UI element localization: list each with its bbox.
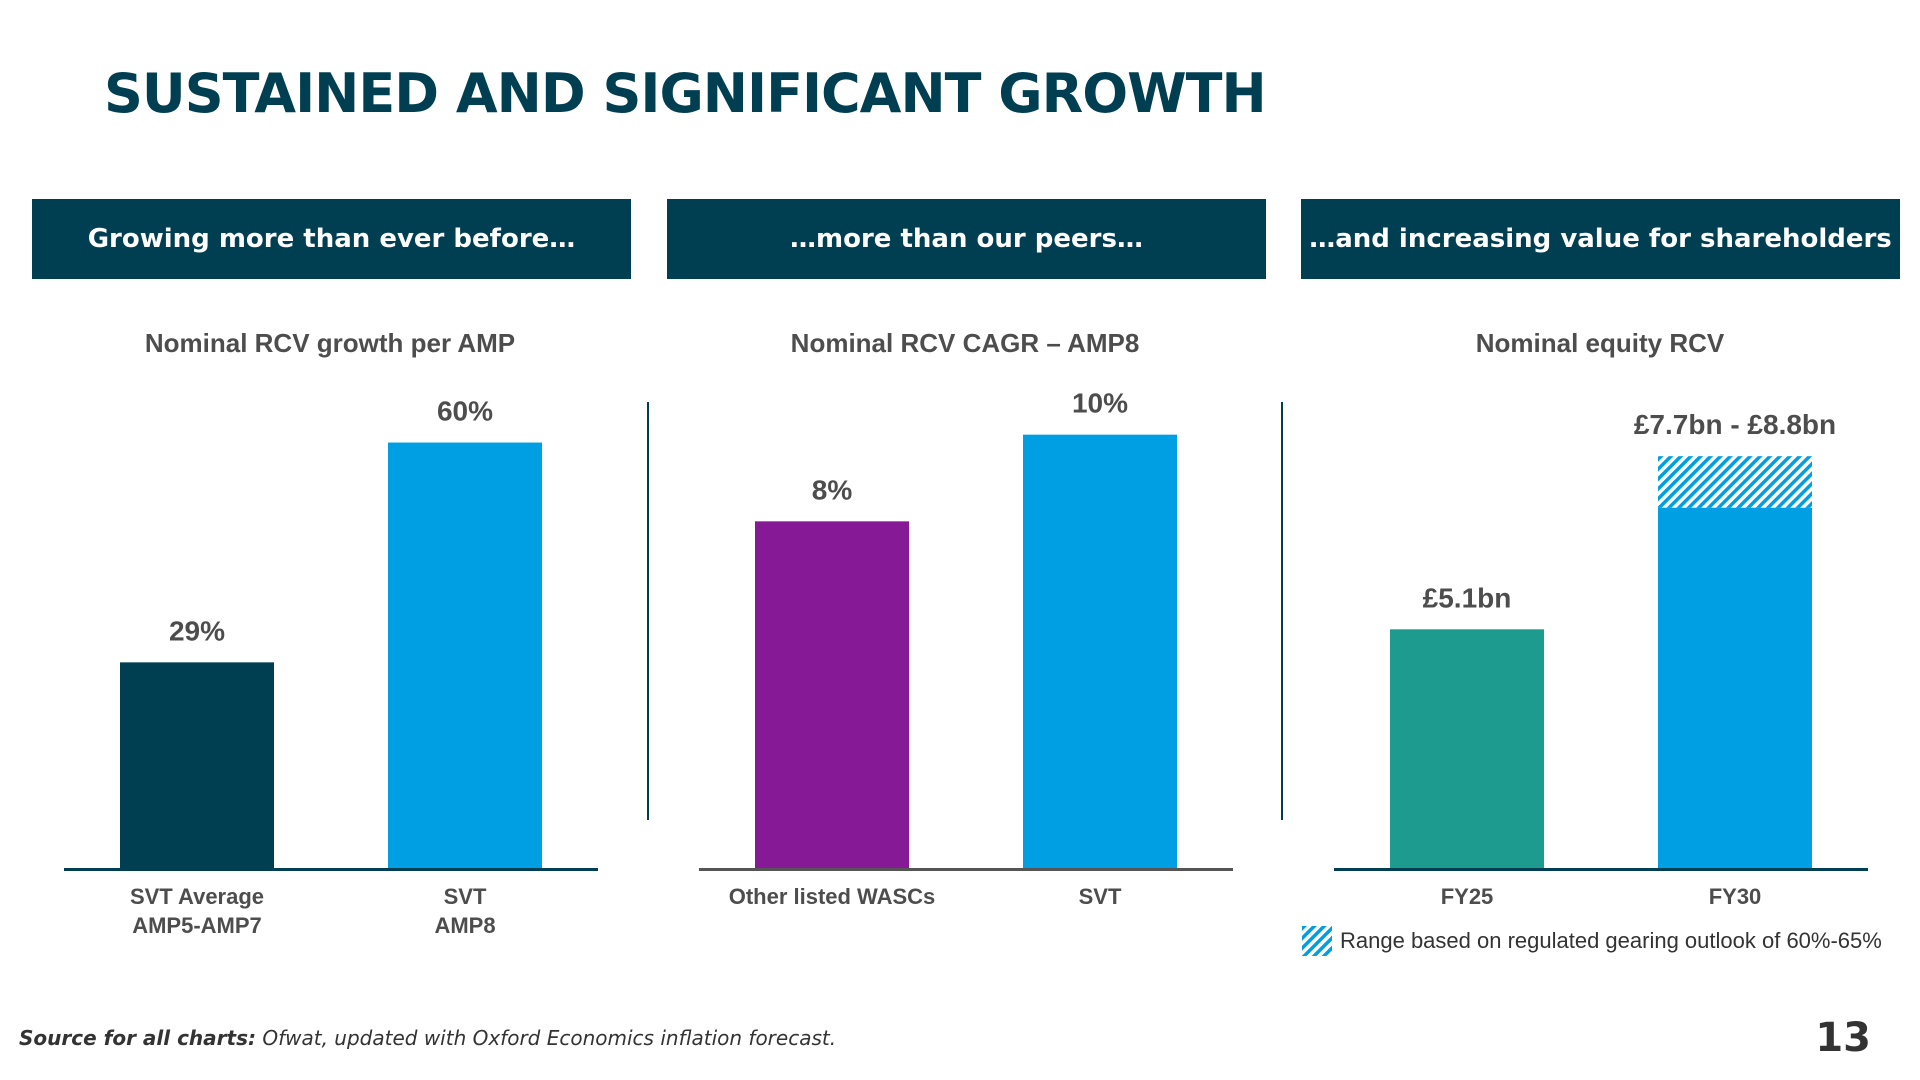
chart-panel-equity-rcv: Nominal equity RCV £5.1bn FY25 £7.7bn - £8… xyxy=(1290,320,1910,960)
category-label-1-line-0: FY30 xyxy=(1709,884,1762,909)
bar-1 xyxy=(1658,507,1812,868)
category-label-1-line-0: SVT xyxy=(444,884,487,909)
bar-0 xyxy=(120,662,274,868)
chart-panel-rcv-growth: Nominal RCV growth per AMP 29% SVT Averag… xyxy=(20,320,640,960)
banner-shareholders: …and increasing value for shareholders xyxy=(1301,199,1900,279)
category-label-0: SVT Average AMP5-AMP7 xyxy=(130,884,264,938)
bar-0 xyxy=(1390,629,1544,868)
data-label-1: 10% xyxy=(1072,388,1128,419)
source-prefix: Source for all charts: xyxy=(19,1026,256,1050)
chart-legend: Range based on regulated gearing outlook… xyxy=(1302,926,1882,956)
chart-title: Nominal RCV growth per AMP xyxy=(144,328,516,358)
category-label-1: SVT AMP8 xyxy=(434,884,495,938)
chart-title: Nominal RCV CAGR – AMP8 xyxy=(790,328,1140,358)
data-label-1: 60% xyxy=(437,396,493,427)
chart-rcv-growth: 29% SVT Average AMP5-AMP7 60% SVT AMP8 xyxy=(64,396,598,938)
category-label-0: FY25 xyxy=(1441,884,1494,909)
category-label-0-line-1: AMP5-AMP7 xyxy=(132,913,262,938)
chart-divider xyxy=(647,402,649,820)
category-label-0-line-0: FY25 xyxy=(1441,884,1494,909)
bar-0 xyxy=(755,521,909,868)
category-label-0-line-0: Other listed WASCs xyxy=(729,884,936,909)
chart-panel-rcv-cagr: Nominal RCV CAGR – AMP8 8% Other listed W… xyxy=(655,320,1275,960)
category-label-1-line-0: SVT xyxy=(1079,884,1122,909)
bar-1 xyxy=(1023,434,1177,868)
chart-divider xyxy=(1281,402,1283,820)
data-label-1: £7.7bn - £8.8bn xyxy=(1634,409,1836,440)
category-label-0: Other listed WASCs xyxy=(729,884,936,909)
source-note: Source for all charts: Ofwat, updated wi… xyxy=(19,1026,836,1050)
category-label-0-line-0: SVT Average xyxy=(130,884,264,909)
category-label-1-line-1: AMP8 xyxy=(434,913,495,938)
legend-label: Range based on regulated gearing outlook… xyxy=(1340,928,1882,953)
chart-title: Nominal equity RCV xyxy=(1475,328,1725,358)
category-label-1: FY30 xyxy=(1709,884,1762,909)
data-label-0: 8% xyxy=(812,474,853,505)
legend-hatch-swatch xyxy=(1302,926,1332,956)
range-bar-1 xyxy=(1658,456,1812,508)
page-number: 13 xyxy=(1815,1015,1871,1061)
banner-growing: Growing more than ever before… xyxy=(32,199,631,279)
chart-equity-rcv: £5.1bn FY25 £7.7bn - £8.8bn FY30 xyxy=(1334,409,1868,909)
bar-1 xyxy=(388,442,542,868)
data-label-0: 29% xyxy=(169,615,225,646)
banner-peers: …more than our peers… xyxy=(667,199,1266,279)
chart-rcv-cagr: 8% Other listed WASCs 10% SVT xyxy=(699,388,1233,909)
page-title: SUSTAINED AND SIGNIFICANT GROWTH xyxy=(104,62,1267,125)
data-label-0: £5.1bn xyxy=(1423,582,1512,613)
category-label-1: SVT xyxy=(1079,884,1122,909)
source-text: Ofwat, updated with Oxford Economics inf… xyxy=(255,1026,837,1050)
